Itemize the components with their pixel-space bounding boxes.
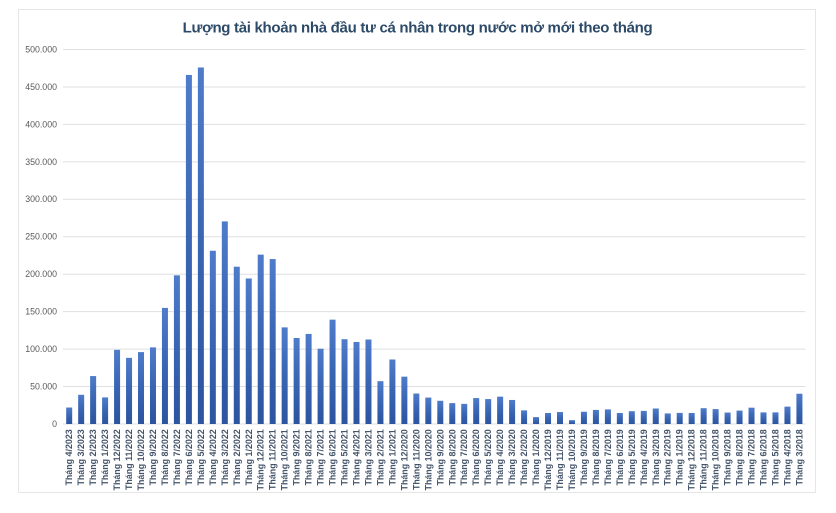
svg-text:Tháng 4/2022: Tháng 4/2022 bbox=[208, 429, 218, 485]
svg-text:Tháng 7/2021: Tháng 7/2021 bbox=[316, 429, 326, 485]
svg-text:Tháng 6/2020: Tháng 6/2020 bbox=[471, 429, 481, 485]
svg-text:Tháng 8/2021: Tháng 8/2021 bbox=[304, 429, 314, 485]
svg-text:0: 0 bbox=[52, 419, 57, 429]
svg-text:Tháng 11/2020: Tháng 11/2020 bbox=[411, 429, 421, 490]
svg-text:200.000: 200.000 bbox=[25, 269, 57, 279]
svg-text:Tháng 6/2019: Tháng 6/2019 bbox=[615, 429, 625, 485]
svg-text:350.000: 350.000 bbox=[25, 157, 57, 167]
svg-text:Tháng 5/2020: Tháng 5/2020 bbox=[483, 429, 493, 485]
svg-text:Tháng 10/2018: Tháng 10/2018 bbox=[711, 429, 721, 490]
svg-text:Tháng 7/2020: Tháng 7/2020 bbox=[459, 429, 469, 485]
svg-text:Tháng 9/2021: Tháng 9/2021 bbox=[292, 429, 302, 485]
svg-text:Tháng 12/2018: Tháng 12/2018 bbox=[687, 429, 697, 490]
svg-text:Tháng 9/2022: Tháng 9/2022 bbox=[148, 429, 158, 485]
svg-text:Tháng 2/2021: Tháng 2/2021 bbox=[375, 429, 385, 485]
svg-text:Tháng 12/2020: Tháng 12/2020 bbox=[399, 429, 409, 490]
svg-text:Tháng 2/2022: Tháng 2/2022 bbox=[232, 429, 242, 485]
svg-text:Tháng 3/2020: Tháng 3/2020 bbox=[507, 429, 517, 485]
svg-text:Tháng 10/2022: Tháng 10/2022 bbox=[136, 429, 146, 490]
svg-text:450.000: 450.000 bbox=[25, 82, 57, 92]
svg-text:Tháng 12/2019: Tháng 12/2019 bbox=[543, 429, 553, 490]
svg-text:Tháng 3/2019: Tháng 3/2019 bbox=[651, 429, 661, 485]
svg-text:Tháng 3/2022: Tháng 3/2022 bbox=[220, 429, 230, 485]
svg-text:100.000: 100.000 bbox=[25, 344, 57, 354]
svg-text:Tháng 1/2020: Tháng 1/2020 bbox=[531, 429, 541, 485]
svg-text:Tháng 10/2019: Tháng 10/2019 bbox=[567, 429, 577, 490]
svg-text:Tháng 6/2021: Tháng 6/2021 bbox=[328, 429, 338, 485]
svg-text:Tháng 11/2022: Tháng 11/2022 bbox=[124, 429, 134, 490]
svg-text:250.000: 250.000 bbox=[25, 232, 57, 242]
svg-text:Tháng 5/2019: Tháng 5/2019 bbox=[627, 429, 637, 485]
svg-text:Tháng 5/2022: Tháng 5/2022 bbox=[196, 429, 206, 485]
svg-text:Tháng 7/2019: Tháng 7/2019 bbox=[603, 429, 613, 485]
svg-text:Tháng 8/2020: Tháng 8/2020 bbox=[447, 429, 457, 485]
svg-text:Tháng 4/2021: Tháng 4/2021 bbox=[351, 429, 361, 485]
svg-text:50.000: 50.000 bbox=[30, 381, 57, 391]
svg-text:Tháng 3/2021: Tháng 3/2021 bbox=[363, 429, 373, 485]
svg-text:Tháng 4/2020: Tháng 4/2020 bbox=[495, 429, 505, 485]
svg-text:Tháng 8/2019: Tháng 8/2019 bbox=[591, 429, 601, 485]
svg-text:Tháng 1/2022: Tháng 1/2022 bbox=[244, 429, 254, 485]
svg-text:Tháng 1/2023: Tháng 1/2023 bbox=[100, 429, 110, 485]
svg-text:Tháng 7/2018: Tháng 7/2018 bbox=[747, 429, 757, 485]
svg-text:Tháng 9/2019: Tháng 9/2019 bbox=[579, 429, 589, 485]
svg-text:Tháng 6/2022: Tháng 6/2022 bbox=[184, 429, 194, 485]
svg-text:Tháng 4/2023: Tháng 4/2023 bbox=[64, 429, 74, 485]
svg-text:150.000: 150.000 bbox=[25, 307, 57, 317]
svg-text:Tháng 2/2023: Tháng 2/2023 bbox=[88, 429, 98, 485]
svg-text:Tháng 6/2018: Tháng 6/2018 bbox=[759, 429, 769, 485]
svg-text:Tháng 11/2019: Tháng 11/2019 bbox=[555, 429, 565, 490]
svg-text:Tháng 11/2018: Tháng 11/2018 bbox=[699, 429, 709, 490]
svg-text:Tháng 8/2018: Tháng 8/2018 bbox=[735, 429, 745, 485]
svg-text:Tháng 5/2021: Tháng 5/2021 bbox=[340, 429, 350, 485]
svg-text:Tháng 7/2022: Tháng 7/2022 bbox=[172, 429, 182, 485]
svg-text:Tháng 9/2018: Tháng 9/2018 bbox=[723, 429, 733, 485]
svg-text:Lượng tài khoản nhà đầu tư cá: Lượng tài khoản nhà đầu tư cá nhân trong… bbox=[183, 20, 653, 37]
svg-text:Tháng 1/2021: Tháng 1/2021 bbox=[387, 429, 397, 485]
svg-text:Tháng 4/2018: Tháng 4/2018 bbox=[782, 429, 792, 485]
svg-text:Tháng 2/2019: Tháng 2/2019 bbox=[663, 429, 673, 485]
svg-text:Tháng 12/2021: Tháng 12/2021 bbox=[256, 429, 266, 490]
svg-text:Tháng 3/2023: Tháng 3/2023 bbox=[76, 429, 86, 485]
svg-text:400.000: 400.000 bbox=[25, 119, 57, 129]
svg-text:Tháng 12/2022: Tháng 12/2022 bbox=[112, 429, 122, 490]
svg-text:Tháng 10/2020: Tháng 10/2020 bbox=[423, 429, 433, 490]
svg-text:Tháng 2/2020: Tháng 2/2020 bbox=[519, 429, 529, 485]
svg-text:Tháng 11/2021: Tháng 11/2021 bbox=[268, 429, 278, 490]
svg-text:Tháng 8/2022: Tháng 8/2022 bbox=[160, 429, 170, 485]
svg-text:Tháng 5/2018: Tháng 5/2018 bbox=[770, 429, 780, 485]
svg-text:300.000: 300.000 bbox=[25, 194, 57, 204]
svg-text:Tháng 1/2019: Tháng 1/2019 bbox=[675, 429, 685, 485]
svg-text:Tháng 4/2019: Tháng 4/2019 bbox=[639, 429, 649, 485]
svg-text:Tháng 9/2020: Tháng 9/2020 bbox=[435, 429, 445, 485]
svg-text:Tháng 3/2018: Tháng 3/2018 bbox=[794, 429, 804, 485]
svg-text:Tháng 10/2021: Tháng 10/2021 bbox=[280, 429, 290, 490]
svg-text:500.000: 500.000 bbox=[25, 44, 57, 54]
